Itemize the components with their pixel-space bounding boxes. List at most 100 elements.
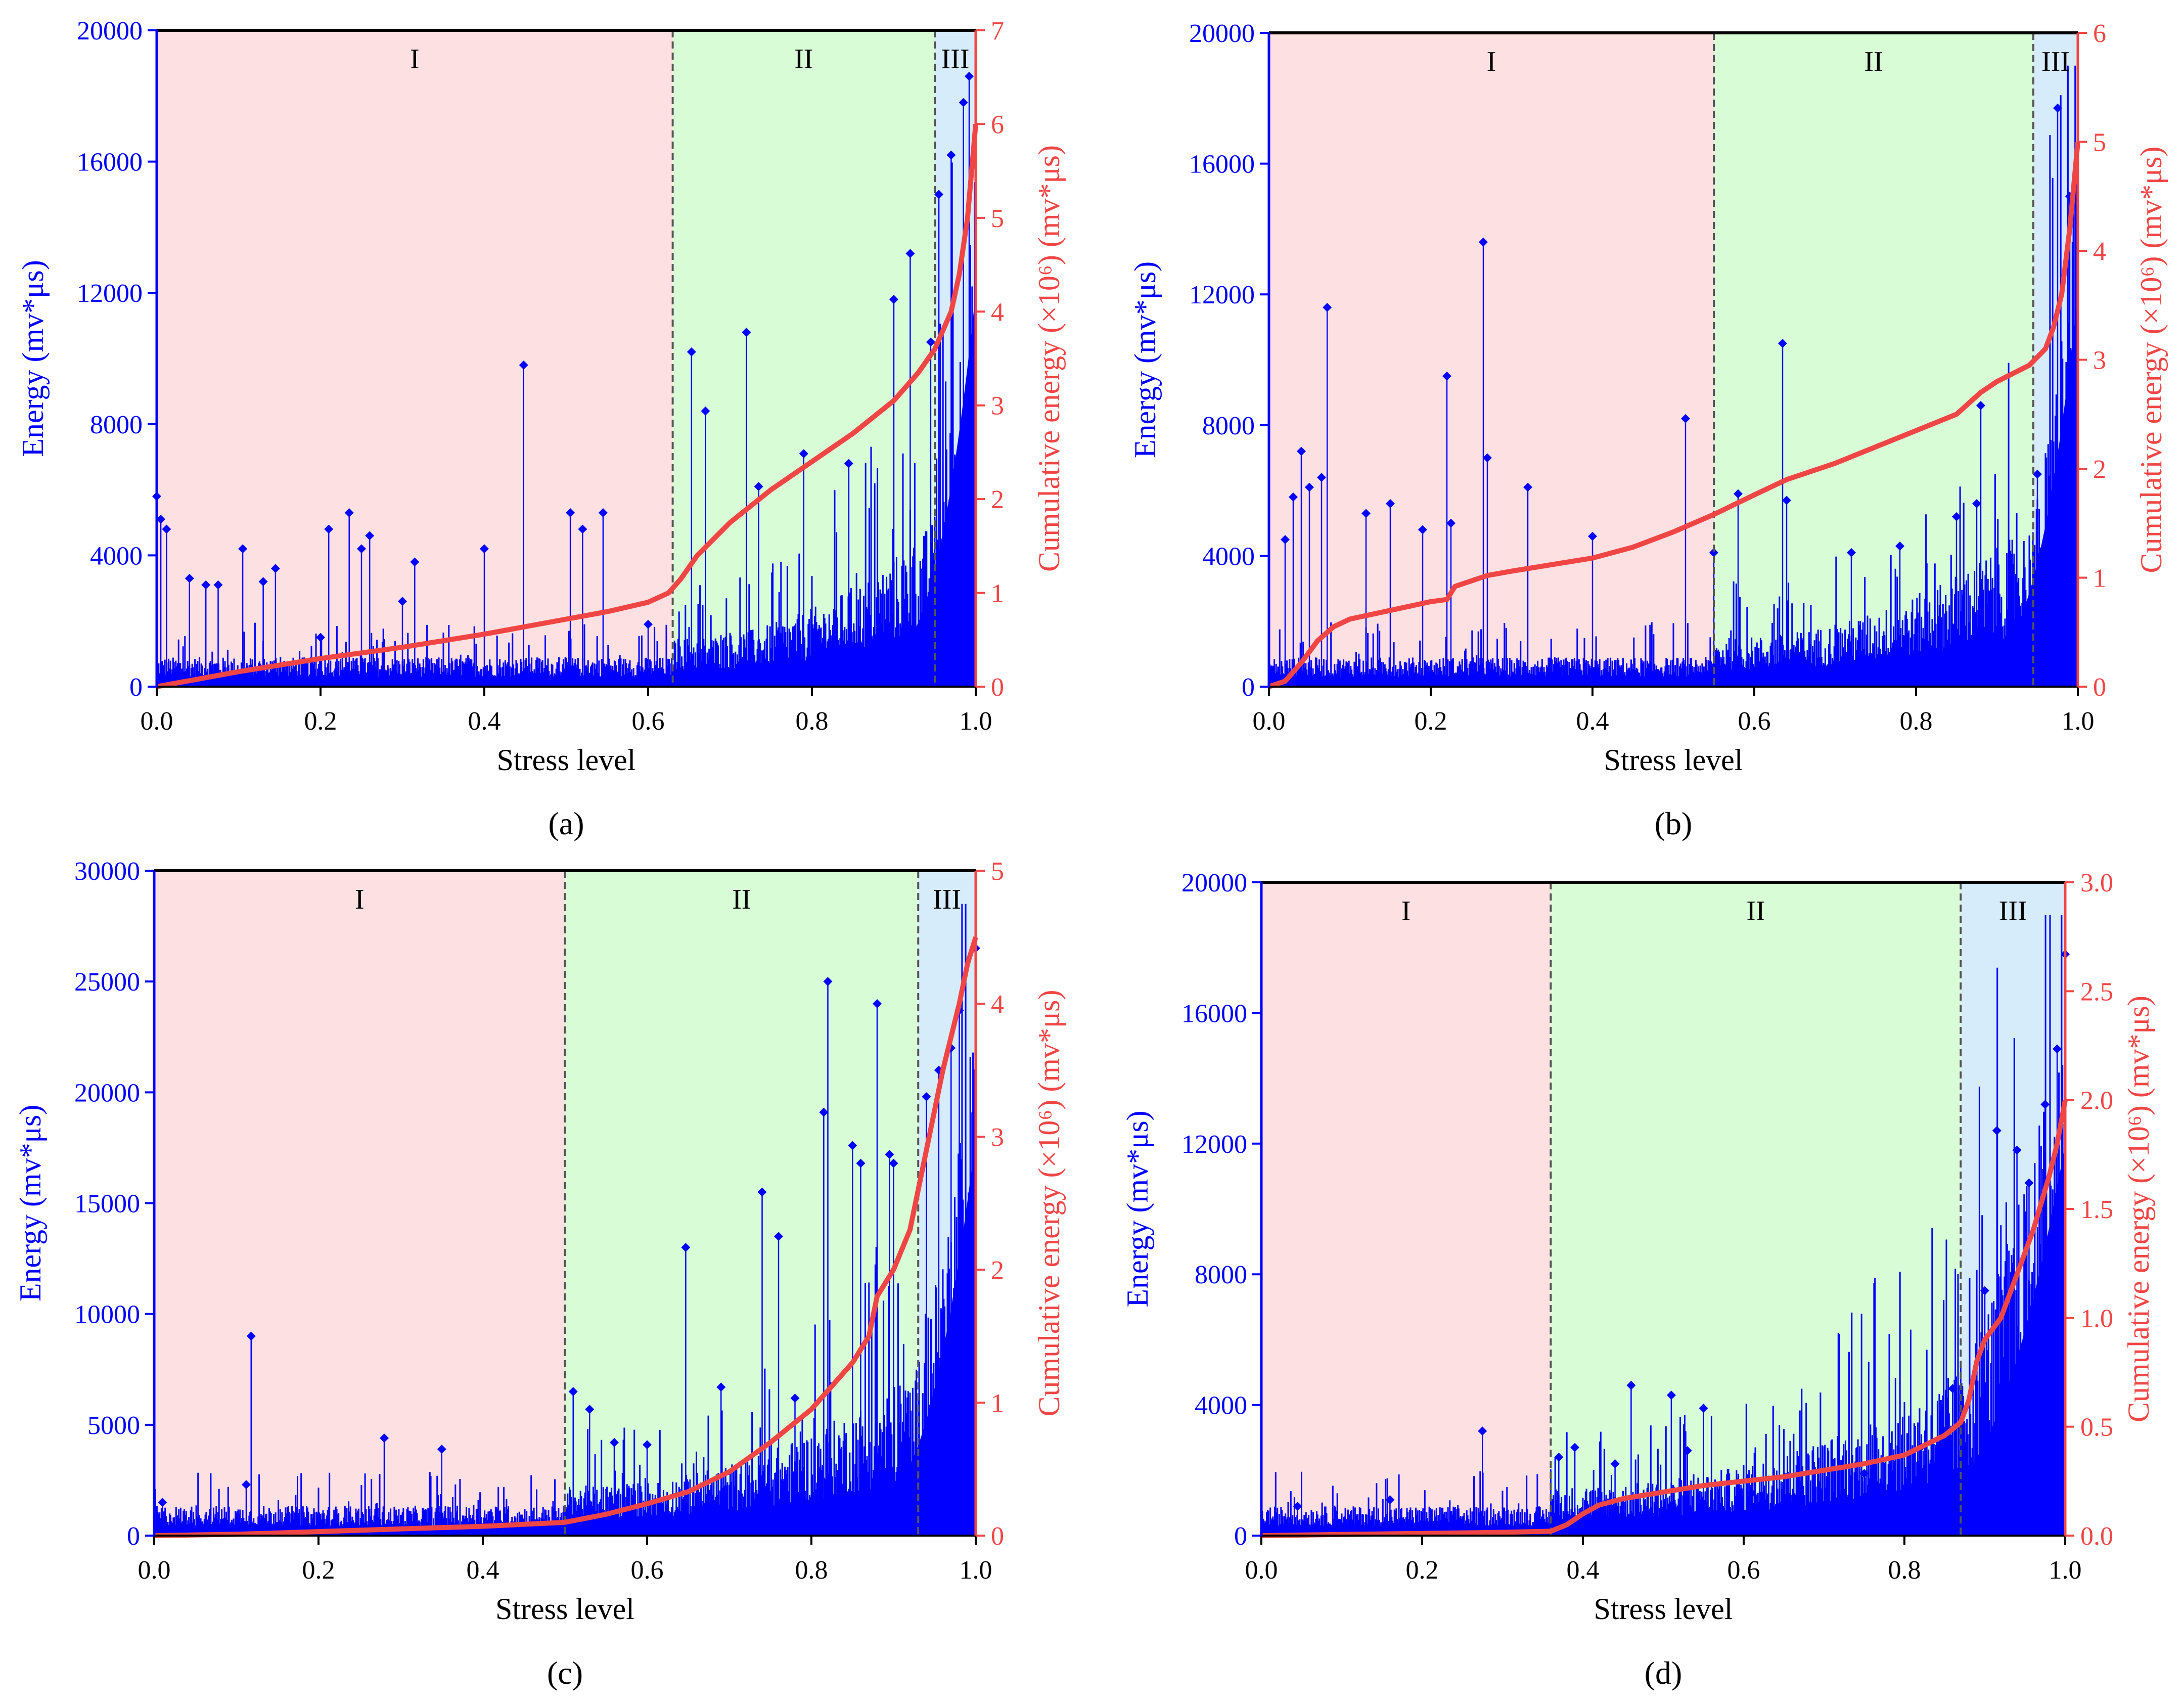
region-label: I — [355, 884, 365, 915]
x-tick-label: 0.2 — [1415, 707, 1447, 736]
y2-tick-label: 4 — [2093, 237, 2106, 266]
energy-noise — [1269, 65, 2078, 687]
y2-axis-title: Cumulative energy (×10⁶) (mv*μs) — [1032, 145, 1066, 572]
y2-tick-label: 4 — [991, 298, 1004, 327]
x-tick-label: 0.6 — [631, 1556, 664, 1585]
x-tick-label: 0.4 — [467, 1556, 499, 1585]
energy-point — [1418, 525, 1427, 534]
energy-point — [1479, 237, 1488, 247]
energy-point — [519, 360, 528, 370]
energy-point — [1570, 1443, 1580, 1452]
energy-point — [1626, 1380, 1636, 1390]
energy-point — [754, 482, 763, 491]
y-tick-label: 20000 — [77, 17, 143, 46]
energy-point — [1293, 1501, 1302, 1511]
region-label: III — [941, 43, 970, 75]
energy-point — [774, 1232, 783, 1241]
x-tick-label: 0.6 — [1727, 1556, 1760, 1585]
y-tick-label: 0 — [1234, 1522, 1247, 1551]
energy-point — [965, 71, 974, 81]
y2-axis-title: Cumulative energy (×10⁶) (mv*μs) — [1032, 990, 1066, 1417]
energy-point — [1442, 371, 1451, 381]
y-tick-label: 4000 — [90, 542, 143, 570]
y-axis-title: Energy (mv*μs) — [1128, 261, 1162, 458]
y2-tick-label: 2 — [2093, 455, 2106, 484]
energy-point — [790, 1394, 800, 1403]
y2-tick-label: 2 — [991, 1256, 1004, 1285]
energy-point — [1782, 496, 1791, 505]
y2-axis-title: Cumulative energy (×10⁶) (mv*μs) — [2134, 147, 2168, 573]
energy-point — [1588, 531, 1597, 541]
energy-point — [1297, 446, 1306, 456]
energy-point — [848, 1141, 857, 1150]
y2-tick-label: 5 — [991, 857, 1004, 886]
y2-tick-label: 1 — [991, 1389, 1004, 1418]
energy-point — [1446, 518, 1455, 528]
x-tick-label: 1.0 — [2049, 1556, 2082, 1585]
x-tick-label: 0.2 — [304, 707, 337, 736]
energy-point — [2033, 469, 2042, 479]
energy-point — [1952, 512, 1961, 521]
y2-tick-label: 6 — [991, 110, 1004, 139]
y-tick-label: 8000 — [90, 411, 143, 439]
y2-tick-label: 2.0 — [2080, 1087, 2113, 1115]
panel-caption: (d) — [1645, 1655, 1682, 1691]
y-tick-label: 30000 — [74, 857, 140, 886]
energy-point — [681, 1243, 691, 1252]
y2-tick-label: 0.5 — [2080, 1413, 2113, 1442]
energy-point — [365, 531, 375, 541]
energy-point — [1747, 1489, 1756, 1498]
y2-tick-label: 5 — [991, 204, 1004, 233]
energy-point — [158, 1498, 167, 1507]
y-tick-label: 20000 — [74, 1079, 140, 1107]
x-tick-label: 0.6 — [632, 707, 665, 736]
x-tick-label: 0.2 — [302, 1556, 335, 1585]
y-tick-label: 8000 — [1202, 412, 1255, 440]
energy-point — [398, 597, 407, 606]
y-tick-label: 16000 — [1189, 150, 1255, 179]
energy-point — [201, 580, 211, 590]
x-tick-label: 1.0 — [2062, 707, 2095, 736]
energy-point — [905, 249, 915, 258]
panel-caption: (b) — [1655, 805, 1693, 841]
y-tick-label: 16000 — [77, 148, 143, 177]
y-tick-label: 20000 — [1189, 19, 1255, 48]
x-tick-label: 0.0 — [1253, 707, 1286, 736]
y2-tick-label: 2 — [991, 485, 1004, 514]
energy-point — [819, 1107, 829, 1117]
y2-tick-label: 3 — [991, 392, 1004, 421]
energy-point — [270, 564, 280, 573]
energy-point — [1948, 1384, 1958, 1394]
energy-dense-mass — [1985, 294, 2078, 687]
energy-dense-mass — [869, 1137, 976, 1536]
y2-tick-label: 1 — [991, 579, 1004, 608]
region-label: II — [794, 43, 813, 75]
energy-point — [1610, 1459, 1620, 1468]
energy-point — [1523, 482, 1532, 492]
energy-point — [246, 1331, 256, 1341]
y2-tick-label: 0.0 — [2080, 1522, 2113, 1551]
energy-point — [889, 295, 898, 304]
y-tick-label: 0 — [1242, 673, 1255, 702]
y2-tick-label: 1.0 — [2080, 1304, 2113, 1333]
region-i-band — [154, 871, 565, 1536]
y-tick-label: 5000 — [87, 1411, 140, 1440]
x-tick-label: 0.0 — [141, 707, 173, 736]
energy-point — [926, 337, 935, 347]
energy-point — [2012, 1145, 2022, 1155]
energy-point — [2053, 1044, 2062, 1054]
y-axis-title: Energy (mv*μs) — [1121, 1110, 1154, 1307]
energy-point — [357, 544, 366, 554]
energy-point — [213, 580, 223, 590]
energy-point — [2053, 103, 2062, 113]
energy-point — [823, 977, 833, 986]
x-tick-label: 0.8 — [796, 707, 829, 736]
panel-caption: (c) — [547, 1655, 583, 1691]
y2-tick-label: 0 — [991, 1522, 1004, 1551]
energy-point — [1305, 482, 1314, 492]
y2-tick-label: 3 — [2093, 346, 2106, 375]
